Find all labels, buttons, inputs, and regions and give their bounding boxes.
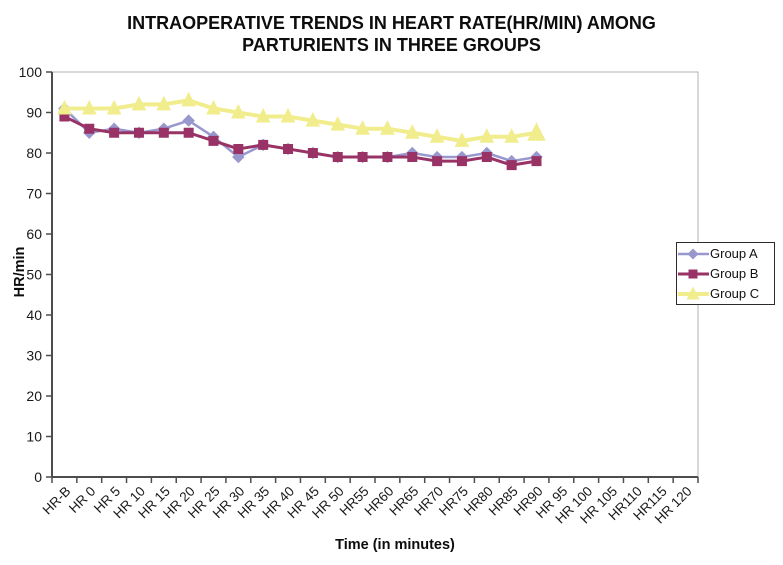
legend-item-group-b: Group B (677, 264, 774, 283)
series-group-c-marker (81, 99, 97, 115)
series-group-c-marker (504, 128, 519, 143)
series-group-c-marker (527, 122, 546, 141)
series-group-c-marker (380, 120, 395, 135)
series-group-c-marker (181, 91, 196, 107)
x-tick-label: HR-B (40, 484, 74, 518)
series-group-b-marker (432, 156, 443, 167)
y-tick-label: 0 (34, 469, 42, 485)
series-group-c-marker (255, 107, 271, 123)
chart-title: INTRAOPERATIVE TRENDS IN HEART RATE(HR/M… (0, 12, 783, 56)
x-tick-label: HR 0 (66, 484, 98, 516)
y-tick-label: 80 (26, 145, 42, 161)
series-group-c-marker (106, 99, 122, 115)
series-group-a-marker (182, 114, 195, 127)
series-group-c-marker (206, 99, 221, 115)
y-tick-label: 90 (26, 105, 42, 121)
series-group-a-marker (232, 150, 245, 164)
series-group-b-marker (158, 127, 169, 138)
group-a-legend-marker-icon (678, 248, 709, 259)
series-group-b-marker (233, 143, 244, 154)
series-group-b-marker (407, 152, 418, 163)
group-b-legend-marker-icon (678, 269, 709, 278)
series-group-c-marker (305, 111, 321, 127)
series-group-b-marker (109, 127, 120, 138)
y-tick-label: 50 (26, 267, 42, 283)
y-tick-label: 60 (26, 226, 42, 242)
series-group-b-marker (332, 152, 343, 163)
series-group-c-marker (429, 128, 445, 143)
chart-title-line2: PARTURIENTS IN THREE GROUPS (242, 35, 541, 55)
series-group-b-marker (481, 152, 492, 163)
series-group-b-marker (283, 143, 294, 154)
series-group-c-marker (404, 124, 420, 139)
series-group-c-marker (330, 116, 346, 131)
series-group-b-marker (357, 152, 368, 163)
series-group-b-marker (456, 156, 467, 167)
series-group-c-marker (57, 99, 72, 115)
y-axis-title: HR/min (12, 247, 28, 298)
series-group-b-marker (258, 139, 269, 150)
legend-item-group-c: Group C (677, 284, 774, 303)
legend-item-group-a: Group A (677, 244, 774, 263)
y-tick-label: 30 (26, 348, 42, 364)
legend-label-group-a: Group A (710, 246, 758, 261)
series-group-c-marker (131, 95, 147, 111)
group-c-legend-marker-icon (678, 286, 709, 299)
y-tick-label: 40 (26, 307, 42, 323)
y-tick-label: 70 (26, 186, 42, 202)
y-tick-label: 20 (26, 388, 42, 404)
series-group-b-marker (382, 152, 393, 163)
series-group-b-marker (531, 156, 542, 167)
series-group-b-marker (506, 160, 517, 171)
series-group-c-marker (280, 107, 296, 123)
y-tick-label: 10 (26, 429, 42, 445)
series-group-c-marker (355, 120, 370, 135)
chart-title-line1: INTRAOPERATIVE TRENDS IN HEART RATE(HR/M… (127, 13, 656, 33)
legend-label-group-c: Group C (710, 286, 760, 301)
legend-label-group-b: Group B (710, 266, 759, 281)
series-group-c-marker (231, 103, 246, 119)
series-group-b-marker (208, 135, 219, 146)
series-group-b-marker (84, 123, 95, 134)
series-group-c-marker (156, 95, 172, 111)
series-group-b-marker (307, 148, 318, 158)
series-group-b-marker (183, 127, 194, 138)
x-axis-title: Time (in minutes) (335, 537, 455, 553)
legend: Group A Group B Group C (676, 242, 775, 305)
y-tick-label: 100 (19, 64, 43, 80)
series-group-c-marker (479, 128, 495, 143)
series-group-b-marker (133, 127, 144, 138)
series-group-c-marker (454, 132, 470, 147)
